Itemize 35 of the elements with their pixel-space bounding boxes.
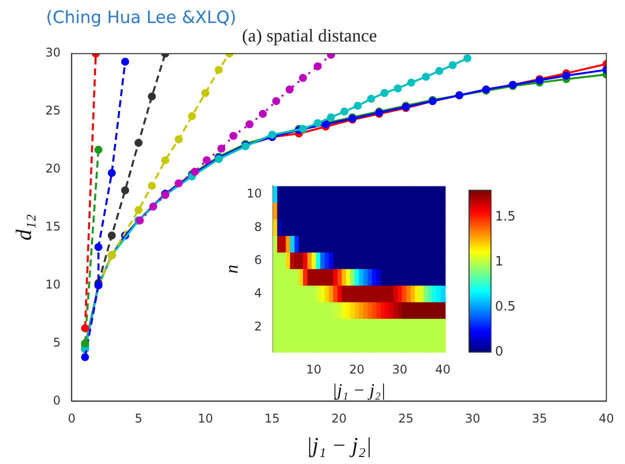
- y-tick-label: 0: [53, 393, 61, 408]
- x-tick-label: 35: [532, 412, 548, 426]
- y-tick-label: 5: [53, 335, 61, 350]
- y-axis-title: d₁₂: [10, 214, 36, 241]
- x-tick-label: 30: [465, 412, 480, 426]
- color-bar-label: 1.5: [495, 210, 516, 225]
- y-tick-label: 15: [45, 220, 61, 234]
- y-tick-label: 10: [246, 186, 262, 201]
- y-tick-label: 10: [45, 277, 61, 292]
- y-tick-label: 20: [45, 162, 61, 176]
- y-tick-label: 30: [45, 46, 61, 60]
- x-tick-label: 40: [598, 412, 614, 426]
- x-tick-label: 40: [435, 362, 450, 376]
- color-bar-label: 1: [495, 254, 504, 270]
- text: (Ching Hua Lee &XLQ): [46, 8, 236, 28]
- x-tick-label: 20: [349, 362, 364, 376]
- y-axis-title: n: [222, 264, 242, 274]
- color-bar-label: 0.5: [495, 299, 516, 314]
- y-tick-label: 2: [254, 319, 262, 334]
- y-tick-label: 4: [254, 286, 262, 300]
- x-tick-label: 5: [134, 412, 142, 426]
- x-tick-label: 15: [264, 412, 280, 426]
- x-tick-label: 10: [306, 362, 322, 376]
- x-axis-title: |j₁ − j₂|: [306, 432, 372, 458]
- y-tick-label: 8: [254, 220, 262, 234]
- x-tick-label: 25: [398, 412, 414, 426]
- y-tick-label: 25: [45, 104, 61, 118]
- x-tick-label: 0: [68, 412, 76, 426]
- x-tick-label: 20: [331, 412, 347, 426]
- x-tick-label: 10: [198, 412, 213, 426]
- x-tick-label: 30: [392, 362, 408, 376]
- y-tick-label: 6: [254, 252, 262, 267]
- x-axis-title: |j₁ − j₂|: [332, 380, 386, 400]
- color-bar-label: 0: [495, 344, 504, 360]
- chart-title: (a) spatial distance: [242, 26, 377, 46]
